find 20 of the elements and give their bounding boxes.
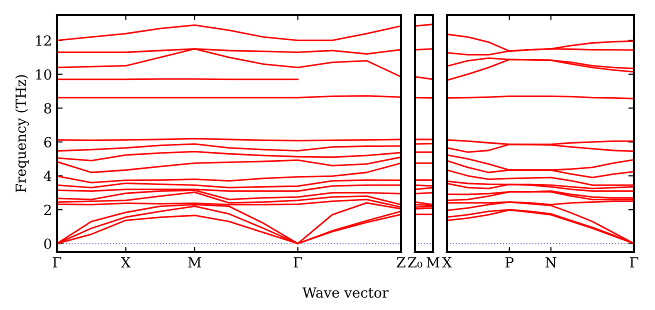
x-tick-label: X (120, 257, 131, 268)
x-tick-label: Z (396, 257, 406, 268)
y-tick-label: 4 (44, 170, 52, 182)
x-tick-label: M (426, 257, 440, 268)
y-tick-label: 6 (44, 136, 52, 148)
y-tick-label: 0 (44, 238, 52, 250)
x-axis-title: Wave vector (302, 287, 389, 298)
x-tick-label: N (545, 257, 556, 268)
y-tick-label: 2 (44, 204, 51, 215)
y-axis-title: Frequency (THz) (15, 75, 29, 192)
y-tick-label: 10 (36, 69, 52, 80)
x-tick-label: Γ (52, 257, 62, 268)
x-tick-label: P (505, 257, 514, 268)
x-tick-label: M (188, 257, 202, 268)
x-tick-label: Z₀ (408, 257, 422, 268)
x-tick-label: Γ (630, 257, 638, 268)
x-tick-label: Γ (294, 257, 302, 268)
x-tick-label: X (442, 257, 452, 268)
y-tick-label: 12 (36, 35, 51, 46)
y-tick-label: 8 (44, 103, 52, 114)
